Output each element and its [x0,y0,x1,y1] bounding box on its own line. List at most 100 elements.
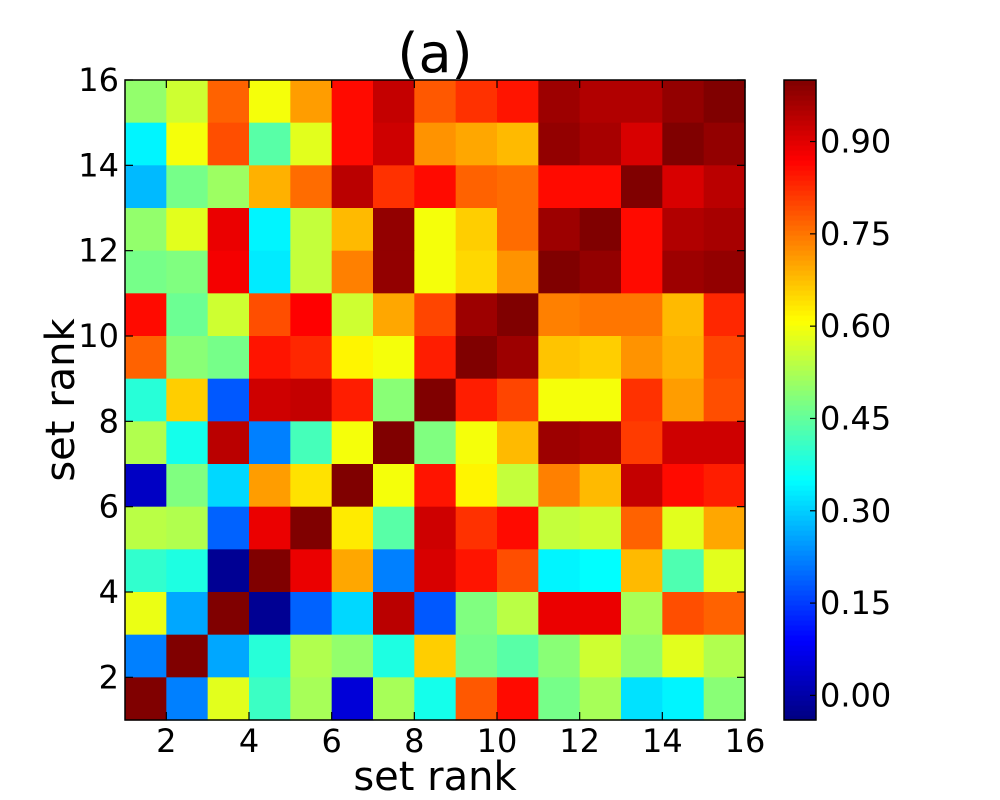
heatmap-cell [166,592,209,636]
colorbar-tick-label: 0.60 [820,307,891,345]
heatmap-cell [662,165,705,209]
heatmap-cell [621,165,663,209]
colorbar-segment [784,690,816,696]
chart-title: (a) [397,22,472,85]
heatmap-cell [497,592,539,636]
colorbar-segment [784,390,816,396]
colorbar-segment [784,630,816,636]
heatmap-cell [662,250,705,294]
heatmap-cell [125,293,167,337]
heatmap-cell [414,464,457,508]
colorbar-segment [784,570,816,576]
colorbar-segment [784,640,816,646]
heatmap-cell [414,592,457,636]
heatmap-cell [290,80,333,124]
heatmap-cell [331,208,374,252]
colorbar-segment [784,425,816,431]
colorbar-segment [784,230,816,236]
heatmap-cell [373,250,415,294]
colorbar-tick-label: 0.30 [820,492,891,530]
colorbar-segment [784,480,816,486]
heatmap-cell [579,421,622,465]
colorbar-segment [784,620,816,626]
colorbar-segment [784,330,816,336]
colorbar-segment [784,175,816,181]
heatmap-cell [373,677,415,721]
heatmap-cell [207,378,250,422]
heatmap-cell [414,506,457,550]
heatmap-cell [538,293,581,337]
heatmap-cell [290,293,333,337]
colorbar-segment [784,560,816,566]
colorbar-segment [784,585,816,591]
heatmap-cell [497,464,539,508]
heatmap-cell [331,592,374,636]
colorbar-segment [784,595,816,601]
heatmap-cell [249,122,291,166]
heatmap-cell [125,592,167,636]
heatmap-cell [373,506,415,550]
heatmap-cell [166,293,209,337]
heatmap-cell [538,549,581,593]
colorbar-segment [784,395,816,401]
heatmap-cell [497,293,539,337]
colorbar-tick-label: 0.75 [820,215,891,253]
heatmap-cell [703,592,746,636]
heatmap-cell [621,464,663,508]
colorbar-segment [784,550,816,556]
colorbar-segment [784,115,816,121]
heatmap-cell [579,592,622,636]
heatmap-cell [455,677,498,721]
heatmap-cell [455,549,498,593]
heatmap-cell [373,165,415,209]
heatmap-cell [703,293,746,337]
colorbar-segment [784,355,816,361]
colorbar-segment [784,420,816,426]
colorbar-tick-label: 0.00 [820,676,891,714]
heatmap-cell [125,336,167,380]
colorbar-segment [784,610,816,616]
colorbar-segment [784,140,816,146]
colorbar-segment [784,290,816,296]
heatmap-cell [414,250,457,294]
heatmap-cell [703,464,746,508]
heatmap-cell [373,293,415,337]
colorbar-segment [784,255,816,261]
heatmap-cell [373,421,415,465]
y-axis-ticks: 2 4 6 8 10 12 14 16 [78,61,745,696]
heatmap-cell [538,506,581,550]
heatmap-cell [373,592,415,636]
x-tick-label: 10 [477,722,518,760]
colorbar-segment [784,170,816,176]
heatmap-cell [331,506,374,550]
heatmap-cell [621,677,663,721]
colorbar-segment [784,580,816,586]
heatmap-cell [538,250,581,294]
heatmap-cell [125,165,167,209]
heatmap-cell [331,250,374,294]
heatmap-cell [414,80,457,124]
heatmap-cell [662,549,705,593]
colorbar-segment [784,150,816,156]
heatmap-cell [455,464,498,508]
heatmap-cell [249,592,291,636]
heatmap-cell [290,421,333,465]
heatmap-cell [331,122,374,166]
heatmap-cell [662,293,705,337]
heatmap-cell [207,336,250,380]
heatmap-cell [621,634,663,678]
y-tick-label: 14 [78,146,119,184]
heatmap-cell [331,165,374,209]
heatmap-cell [497,634,539,678]
colorbar-segment [784,250,816,256]
colorbar-segment [784,415,816,421]
heatmap-cell [621,122,663,166]
heatmap-cell [455,421,498,465]
heatmap-cell [331,464,374,508]
heatmap-cell [455,122,498,166]
heatmap-cell [125,634,167,678]
colorbar-segment [784,685,816,691]
heatmap-cell [249,464,291,508]
x-tick-label: 4 [239,722,259,760]
heatmap-cell [497,336,539,380]
